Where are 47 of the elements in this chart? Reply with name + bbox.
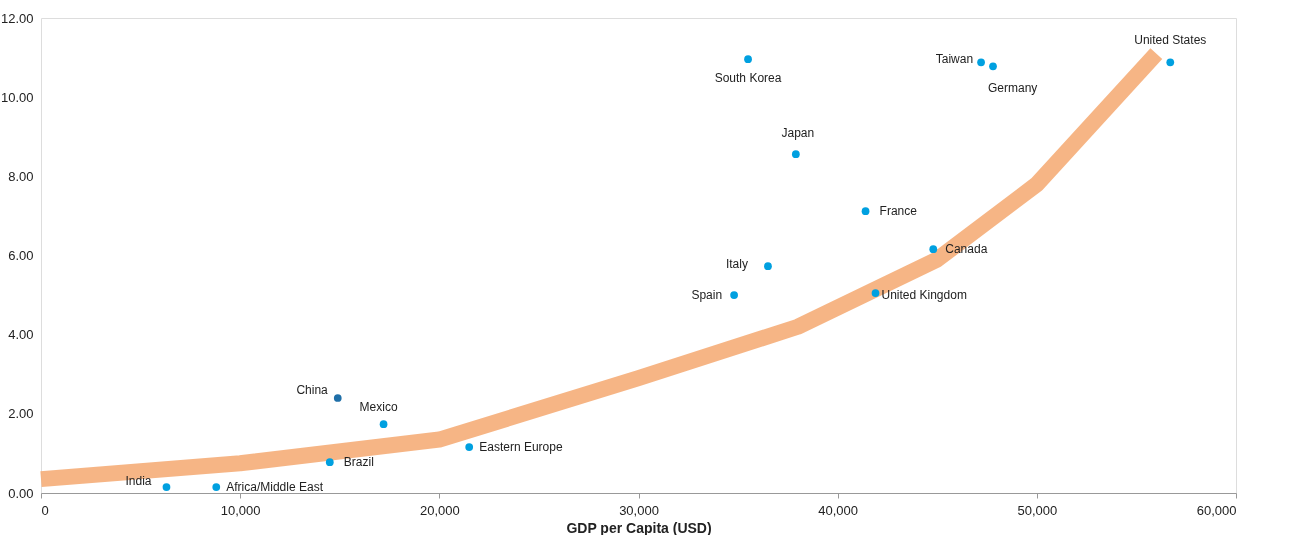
x-tick-label: 60,000 (1196, 502, 1237, 518)
point (744, 55, 752, 64)
series-label: South Korea (714, 71, 782, 86)
point (929, 245, 938, 254)
point (379, 420, 388, 428)
y-tick-label: 0.00 (8, 485, 34, 501)
series-label: Mexico (359, 400, 398, 415)
x-tick-label: 40,000 (818, 502, 859, 518)
point (162, 483, 171, 491)
series-label: Eastern Europe (479, 440, 563, 455)
point (325, 458, 334, 466)
series-label: United States (1134, 33, 1207, 48)
series-label: Taiwan (935, 52, 974, 67)
x-tick-label: 0 (41, 502, 49, 518)
y-tick-label: 8.00 (8, 168, 34, 184)
point (791, 150, 800, 159)
point (465, 443, 474, 451)
series-label: Africa/Middle East (226, 480, 324, 495)
point (977, 58, 985, 67)
series-label: China (296, 383, 329, 397)
y-tick-label: 2.00 (8, 406, 34, 422)
series-label: United Kingdom (881, 288, 967, 303)
x-tick-label: 30,000 (619, 502, 659, 518)
point (212, 483, 221, 491)
point (333, 394, 342, 402)
series-label: Brazil (343, 455, 374, 470)
point (871, 289, 880, 297)
y-tick-label: 4.00 (8, 327, 34, 343)
y-tick-label: 6.00 (8, 248, 34, 263)
y-tick-label: 10.00 (0, 89, 34, 105)
y-tick-label: 12.00 (0, 10, 34, 26)
x-tick-label: 10,000 (220, 502, 261, 518)
point (764, 262, 772, 271)
series-label: Germany (988, 81, 1038, 96)
point (861, 207, 870, 216)
x-tick-label: 20,000 (419, 502, 460, 518)
series-label: Italy (725, 257, 748, 272)
series-label: Japan (781, 126, 815, 141)
x-axis-title: GDP per Capita (USD) (566, 519, 712, 536)
point (1166, 58, 1175, 67)
series-label: India (125, 474, 152, 489)
point (989, 62, 997, 71)
series-label: Canada (945, 242, 988, 257)
series-label: Spain (691, 288, 723, 303)
x-tick-label: 50,000 (1017, 502, 1058, 518)
point (730, 291, 738, 299)
series-label: France (879, 204, 918, 219)
